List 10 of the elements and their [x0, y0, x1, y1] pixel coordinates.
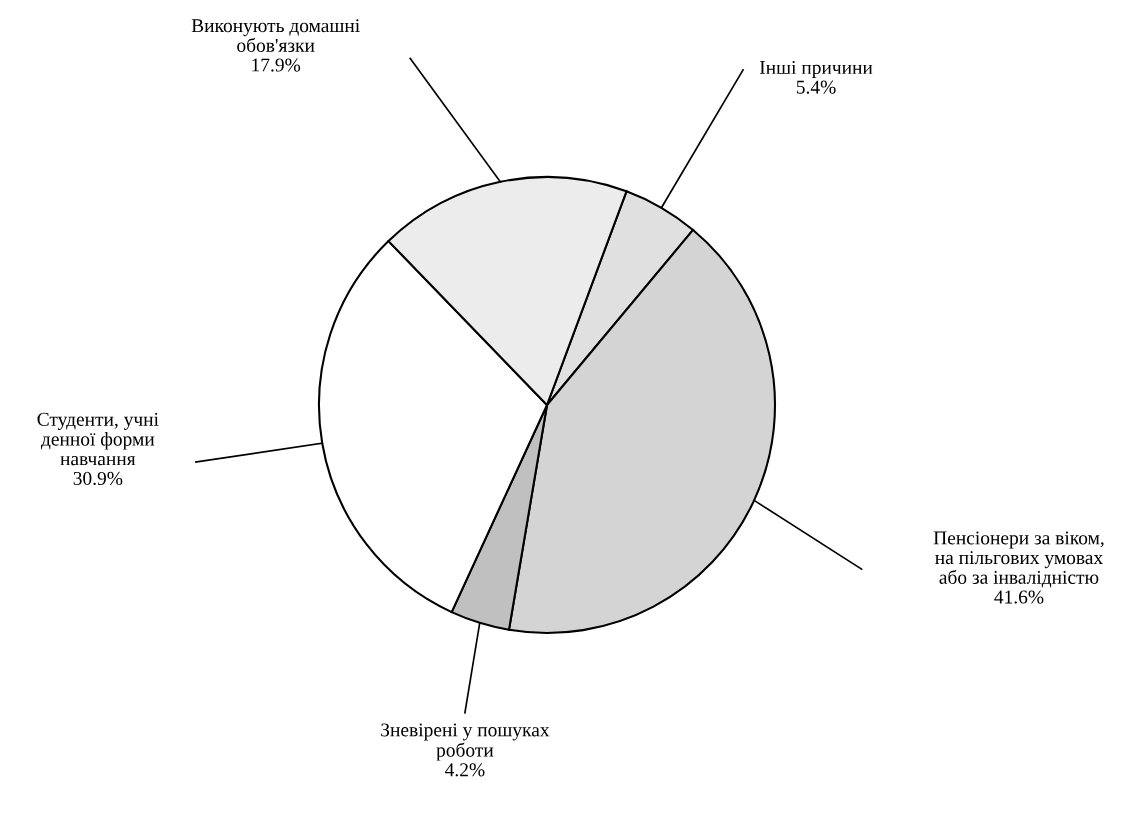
slice-label: Виконують домашні обов'язки: [191, 19, 360, 52]
slice-label: Студенти, учні денної форми навчання: [37, 412, 159, 466]
data-label: 41.6%: [994, 590, 1044, 604]
slice-label: Пенсіонери за віком, на пільгових умовах або за інвалідністю: [933, 531, 1104, 588]
data-label: 4.2%: [445, 763, 485, 777]
data-label: 5.4%: [796, 80, 836, 94]
data-label: 17.9%: [252, 58, 301, 72]
data-label: 30.9%: [73, 471, 123, 486]
slice-label: Інші причини: [759, 60, 873, 78]
slice-label: Зневірені у пошуках роботи: [381, 723, 550, 761]
